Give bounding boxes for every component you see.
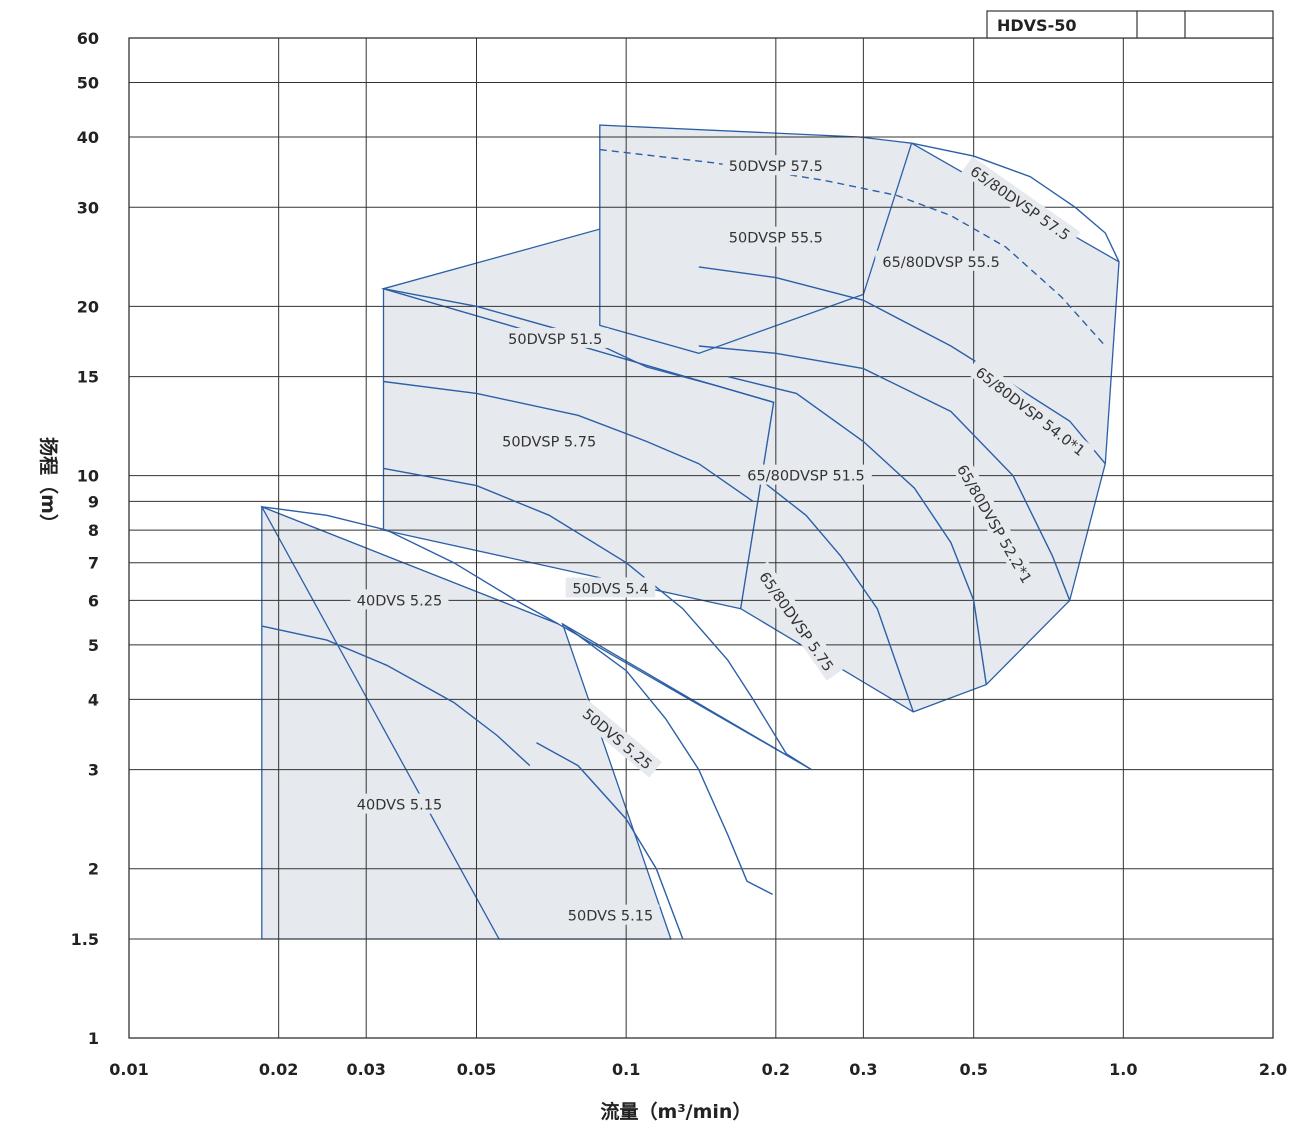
x-tick-label: 0.2 (762, 1060, 790, 1079)
y-tick-label: 6 (88, 591, 99, 610)
y-tick-label: 4 (88, 690, 99, 709)
x-axis-title: 流量（m³/min） (601, 1100, 752, 1123)
y-tick-label: 10 (77, 467, 99, 486)
y-tick-label: 30 (77, 198, 99, 217)
model-label-group: 40DVS 5.15 (350, 793, 449, 814)
plot-frame (128, 37, 1274, 1039)
y-tick-label: 40 (77, 128, 99, 147)
model-label: 50DVSP 57.5 (729, 159, 823, 175)
model-label-bg (350, 793, 449, 814)
curve-50dvs-5-15 (536, 742, 684, 940)
curve-50dvsp-5-75 (383, 380, 754, 502)
model-label-group: 50DVSP 5.75 (495, 430, 603, 451)
model-label-group: 50DVSP 55.5 (722, 226, 830, 247)
x-axis-ticks: 0.01 0.02 0.03 0.05 0.1 0.2 0.3 0.5 1.0 2.0 (109, 1060, 1287, 1079)
model-label-bg (875, 250, 1007, 271)
y-tick-label: 1 (88, 1029, 99, 1048)
model-label-group: 50DVS 5.15 (561, 904, 660, 925)
model-label-bg (722, 155, 830, 176)
y-tick-label: 50 (77, 74, 99, 93)
curve-50dvs-5-25 (562, 623, 773, 896)
y-tick-label: 3 (88, 761, 99, 780)
model-label-group: 65/80DVSP 51.5 (740, 464, 872, 485)
model-label-bg (961, 156, 1081, 249)
model-label-bg (502, 327, 609, 348)
x-tick-label: 0.03 (346, 1060, 385, 1079)
model-label-bg (350, 589, 449, 610)
model-label-bg (561, 904, 660, 925)
model-label-bg (949, 454, 1041, 593)
x-tick-label: 0.02 (259, 1060, 298, 1079)
curve-65-80dvsp-52-2 (698, 345, 1071, 601)
model-label-bg (740, 464, 872, 485)
y-tick-label: 15 (77, 368, 99, 387)
y-tick-label: 9 (88, 492, 99, 511)
curve-65-80dvsp-51-5 (727, 375, 987, 685)
model-label-bg (565, 577, 656, 598)
model-label: 50DVS 5.15 (568, 909, 653, 925)
model-label: 40DVS 5.15 (357, 798, 442, 814)
curve-50dvsp-51-5 (383, 288, 774, 403)
performance-curves (261, 142, 1120, 940)
model-label-bg (495, 430, 603, 451)
y-tick-label: 20 (77, 297, 99, 316)
x-tick-label: 2.0 (1259, 1060, 1287, 1079)
model-label-group: 50DVSP 51.5 (502, 327, 609, 348)
model-label: 65/80DVSP 51.5 (747, 469, 864, 485)
model-label: 50DVS 5.4 (572, 581, 648, 597)
model-label: 50DVSP 51.5 (508, 332, 602, 348)
x-tick-label: 0.01 (109, 1060, 148, 1079)
curve-40dvs-5-15 (261, 625, 531, 767)
y-axis-title: 扬程（m） (37, 437, 60, 533)
y-axis-ticks: 1 1.5 2 3 4 5 6 7 8 9 10 15 20 30 40 50 60 (71, 29, 99, 1048)
model-title: HDVS-50 (997, 16, 1076, 35)
curve-65-80dvsp-54-0 (698, 266, 1106, 465)
model-label-group: 65/80DVSP 55.5 (875, 250, 1007, 271)
curve-40dvs-5-25 (261, 506, 559, 625)
x-tick-label: 0.05 (457, 1060, 496, 1079)
y-tick-label: 1.5 (71, 930, 99, 949)
y-tick-label: 5 (88, 636, 99, 655)
y-tick-label: 7 (88, 554, 99, 573)
curve-50dvs-5-4 (383, 467, 812, 771)
model-title-frame (986, 10, 1274, 39)
model-label-bg (751, 561, 844, 681)
y-tick-label: 60 (77, 29, 99, 48)
model-label-group: 50DVSP 57.5 (722, 155, 830, 176)
curve-65-80dvsp-5-75 (764, 482, 914, 713)
x-tick-label: 0.3 (849, 1060, 877, 1079)
model-label-bg (722, 226, 830, 247)
x-tick-label: 0.1 (612, 1060, 640, 1079)
model-label: 40DVS 5.25 (357, 593, 442, 609)
model-label: 50DVSP 55.5 (729, 231, 823, 247)
y-tick-label: 8 (88, 521, 99, 540)
model-title-box: HDVS-50 (986, 10, 1274, 39)
x-tick-label: 0.5 (960, 1060, 988, 1079)
model-label-bg (966, 357, 1096, 465)
model-label-group: 40DVS 5.25 (350, 589, 449, 610)
x-tick-label: 1.0 (1109, 1060, 1137, 1079)
model-label: 50DVSP 5.75 (502, 434, 596, 450)
model-label-group: 50DVS 5.4 (565, 577, 656, 598)
model-label: 65/80DVSP 55.5 (882, 255, 999, 271)
model-label-bg (574, 699, 662, 778)
y-tick-label: 2 (88, 860, 99, 879)
curve-65-80dvsp-55-5-boundary (911, 142, 1120, 263)
